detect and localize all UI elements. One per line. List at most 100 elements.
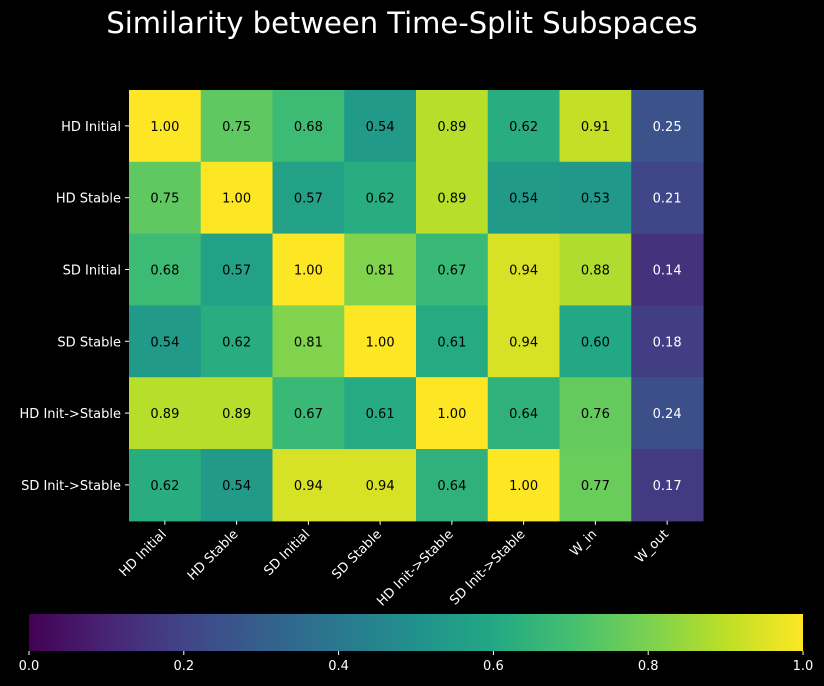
- cell-value-label: 1.00: [437, 407, 466, 422]
- heatmap-cell: [129, 161, 202, 235]
- cell-value-label: 0.62: [366, 192, 395, 207]
- cell-value-label: 0.77: [581, 479, 610, 494]
- colorbar-tick-label: 0.2: [173, 659, 194, 674]
- cell-value-label: 0.54: [366, 120, 395, 135]
- heatmap-cell: [344, 449, 417, 522]
- heatmap-cell: [416, 449, 489, 522]
- heatmap-cell: [631, 161, 704, 235]
- cell-value-label: 1.00: [294, 264, 323, 279]
- heatmap-cell: [487, 161, 561, 235]
- heatmap-cell: [129, 305, 202, 378]
- cell-value-label: 0.61: [366, 407, 395, 422]
- heatmap-cell: [129, 377, 202, 450]
- cell-value-label: 0.54: [150, 335, 179, 350]
- cell-value-label: 0.94: [509, 335, 538, 350]
- heatmap-cell: [559, 305, 632, 378]
- column-label: HD Init->Stable: [374, 527, 456, 609]
- colorbar-tick-label: 0.8: [638, 659, 659, 674]
- cell-value-label: 0.89: [150, 407, 179, 422]
- chart-title: Similarity between Time-Split Subspaces: [106, 6, 697, 40]
- cell-value-label: 0.21: [653, 192, 682, 207]
- colorbar: [29, 614, 803, 651]
- cell-value-label: 0.94: [509, 264, 538, 279]
- heatmap-cell: [200, 90, 274, 163]
- heatmap-cell: [416, 161, 489, 235]
- cell-value-label: 0.94: [294, 479, 323, 494]
- cell-value-label: 0.62: [222, 335, 251, 350]
- heatmap-cells: 1.00 0.75 0.68 0.54 0.89 0.62 0.91 0.25 0.75 1.00…: [129, 90, 704, 522]
- cell-value-label: 0.89: [437, 120, 466, 135]
- heatmap-cell: [200, 233, 274, 306]
- heatmap-cell: [416, 377, 489, 450]
- heatmap-cell: [487, 233, 561, 306]
- heatmap-cell: [559, 90, 632, 163]
- heatmap-cell: [200, 305, 274, 378]
- heatmap-cell: [416, 305, 489, 378]
- cell-value-label: 0.64: [509, 407, 538, 422]
- colorbar-tick-label: 0.0: [19, 659, 40, 674]
- cell-value-label: 0.62: [509, 120, 538, 135]
- cell-value-label: 0.24: [653, 407, 682, 422]
- heatmap-cell: [272, 377, 345, 450]
- colorbar-tick-label: 1.0: [793, 659, 814, 674]
- cell-value-label: 1.00: [509, 479, 538, 494]
- row-label: SD Stable: [57, 335, 121, 350]
- row-label: HD Stable: [56, 192, 121, 207]
- cell-value-label: 0.67: [294, 407, 323, 422]
- column-label: W_in: [568, 527, 601, 560]
- heatmap-cell: [200, 161, 274, 235]
- cell-value-label: 0.75: [222, 120, 251, 135]
- heatmap-cell: [200, 377, 274, 450]
- heatmap-cell: [129, 90, 202, 163]
- heatmap-cell: [631, 449, 704, 522]
- heatmap-cell: [344, 377, 417, 450]
- cell-value-label: 0.61: [437, 335, 466, 350]
- colorbar-tick-label: 0.6: [483, 659, 504, 674]
- cell-value-label: 0.94: [366, 479, 395, 494]
- heatmap-cell: [559, 233, 632, 306]
- heatmap-cell: [272, 233, 345, 306]
- cell-value-label: 0.88: [581, 264, 610, 279]
- cell-value-label: 1.00: [150, 120, 179, 135]
- cell-value-label: 0.64: [437, 479, 466, 494]
- cell-value-label: 0.62: [150, 479, 179, 494]
- heatmap-cell: [631, 305, 704, 378]
- heatmap-cell: [487, 377, 561, 450]
- row-labels: HD Initial HD Stable SD Initial SD Stable HD…: [20, 120, 129, 494]
- cell-value-label: 0.76: [581, 407, 610, 422]
- heatmap-cell: [344, 233, 417, 306]
- colorbar-tick-label: 0.4: [328, 659, 349, 674]
- column-label: SD Init->Stable: [447, 527, 528, 608]
- heatmap-cell: [559, 449, 632, 522]
- heatmap-cell: [416, 90, 489, 163]
- cell-value-label: 0.81: [294, 335, 323, 350]
- cell-value-label: 0.68: [150, 264, 179, 279]
- heatmap-cell: [272, 90, 345, 163]
- cell-value-label: 0.89: [222, 407, 251, 422]
- cell-value-label: 1.00: [222, 192, 251, 207]
- heatmap-cell: [272, 305, 345, 378]
- row-label: HD Initial: [61, 120, 121, 135]
- row-label: SD Init->Stable: [21, 479, 121, 494]
- cell-value-label: 0.25: [653, 120, 682, 135]
- colorbar-ticks: 0.0 0.2 0.4 0.6 0.8 1.0: [19, 651, 814, 674]
- cell-value-label: 0.57: [222, 264, 251, 279]
- heatmap-cell: [487, 90, 561, 163]
- cell-value-label: 0.60: [581, 335, 610, 350]
- column-label: HD Initial: [117, 527, 170, 580]
- heatmap-cell: [559, 161, 632, 235]
- heatmap-cell: [129, 233, 202, 306]
- row-label: HD Init->Stable: [20, 407, 121, 422]
- cell-value-label: 0.57: [294, 192, 323, 207]
- heatmap-cell: [487, 449, 561, 522]
- cell-value-label: 0.17: [653, 479, 682, 494]
- column-label: W_out: [633, 527, 672, 566]
- heatmap-cell: [559, 377, 632, 450]
- row-label: SD Initial: [63, 264, 121, 279]
- cell-value-label: 0.54: [222, 479, 251, 494]
- cell-value-label: 0.75: [150, 192, 179, 207]
- column-label: SD Stable: [329, 527, 385, 583]
- heatmap-cell: [344, 90, 417, 163]
- heatmap-cell: [631, 90, 704, 163]
